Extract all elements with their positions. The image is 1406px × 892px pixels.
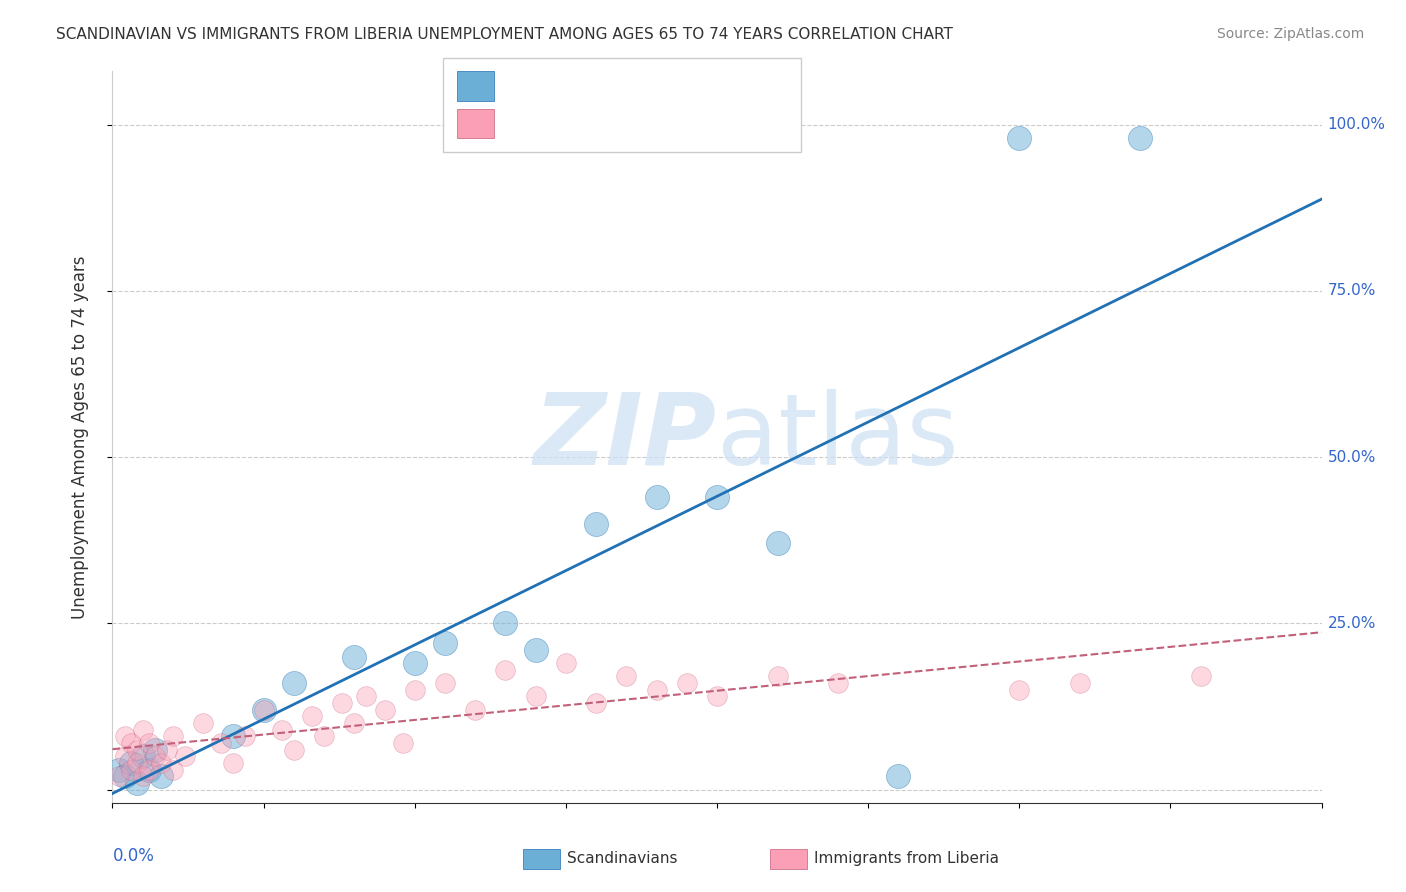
Point: [143, 749, 166, 764]
Text: Immigrants from Liberia: Immigrants from Liberia: [814, 852, 1000, 866]
Point: [585, 516, 607, 531]
Point: [404, 682, 426, 697]
Text: 0.818: 0.818: [544, 75, 606, 95]
Point: [330, 696, 353, 710]
Point: [827, 676, 849, 690]
Point: [120, 756, 142, 770]
Point: [107, 763, 129, 777]
Point: [585, 696, 607, 710]
Point: [156, 742, 179, 756]
Point: [1069, 676, 1091, 690]
Point: [149, 769, 172, 783]
Text: 0.455: 0.455: [544, 112, 606, 132]
Point: [524, 643, 547, 657]
Point: [125, 756, 148, 770]
Point: [343, 716, 366, 731]
Point: [120, 736, 142, 750]
Point: [706, 690, 728, 704]
Point: [356, 690, 378, 704]
Point: [283, 742, 305, 756]
Text: R =: R =: [502, 76, 541, 94]
Point: [391, 736, 413, 750]
Point: [191, 716, 214, 731]
Point: [616, 669, 638, 683]
Point: [132, 749, 155, 764]
Point: [1008, 682, 1031, 697]
Point: [114, 729, 136, 743]
Point: [132, 769, 155, 783]
Point: [235, 729, 257, 743]
Point: [162, 763, 184, 777]
Point: [222, 729, 245, 743]
Point: [464, 703, 486, 717]
Point: [120, 763, 142, 777]
Point: [766, 536, 789, 550]
Point: [253, 703, 276, 717]
Point: [174, 749, 197, 764]
Point: [887, 769, 910, 783]
Text: Source: ZipAtlas.com: Source: ZipAtlas.com: [1216, 27, 1364, 41]
Point: [132, 723, 155, 737]
Point: [114, 769, 136, 783]
Point: [343, 649, 366, 664]
Point: [314, 729, 336, 743]
Point: [645, 490, 668, 504]
Point: [125, 776, 148, 790]
Point: [1129, 131, 1152, 145]
Point: [1189, 669, 1212, 683]
Point: [301, 709, 323, 723]
Text: 75.0%: 75.0%: [1327, 284, 1376, 298]
Text: N =: N =: [626, 113, 665, 131]
Y-axis label: Unemployment Among Ages 65 to 74 years: Unemployment Among Ages 65 to 74 years: [70, 255, 89, 619]
Point: [404, 656, 426, 670]
Point: [209, 736, 232, 750]
Point: [125, 742, 148, 756]
Point: [766, 669, 789, 683]
Point: [495, 663, 517, 677]
Point: [433, 676, 456, 690]
Point: [524, 690, 547, 704]
Text: ZIP: ZIP: [534, 389, 717, 485]
Text: R =: R =: [502, 113, 541, 131]
Text: 47: 47: [665, 112, 692, 132]
Point: [138, 763, 160, 777]
Point: [107, 769, 129, 783]
Point: [706, 490, 728, 504]
Point: [645, 682, 668, 697]
Point: [162, 729, 184, 743]
Text: SCANDINAVIAN VS IMMIGRANTS FROM LIBERIA UNEMPLOYMENT AMONG AGES 65 TO 74 YEARS C: SCANDINAVIAN VS IMMIGRANTS FROM LIBERIA …: [56, 27, 953, 42]
Point: [222, 756, 245, 770]
Text: atlas: atlas: [717, 389, 959, 485]
Point: [1008, 131, 1031, 145]
Point: [138, 736, 160, 750]
Point: [253, 703, 276, 717]
Point: [270, 723, 292, 737]
Point: [374, 703, 396, 717]
Text: 0.0%: 0.0%: [112, 847, 155, 864]
Text: 25.0%: 25.0%: [1327, 615, 1376, 631]
Text: Scandinavians: Scandinavians: [567, 852, 678, 866]
Point: [675, 676, 697, 690]
Point: [138, 763, 160, 777]
Point: [433, 636, 456, 650]
Point: [554, 656, 576, 670]
Text: 100.0%: 100.0%: [1327, 117, 1386, 132]
Point: [283, 676, 305, 690]
Text: N =: N =: [626, 76, 665, 94]
Text: 23: 23: [665, 75, 692, 95]
Point: [149, 756, 172, 770]
Point: [114, 749, 136, 764]
Point: [495, 616, 517, 631]
Point: [143, 742, 166, 756]
Text: 50.0%: 50.0%: [1327, 450, 1376, 465]
